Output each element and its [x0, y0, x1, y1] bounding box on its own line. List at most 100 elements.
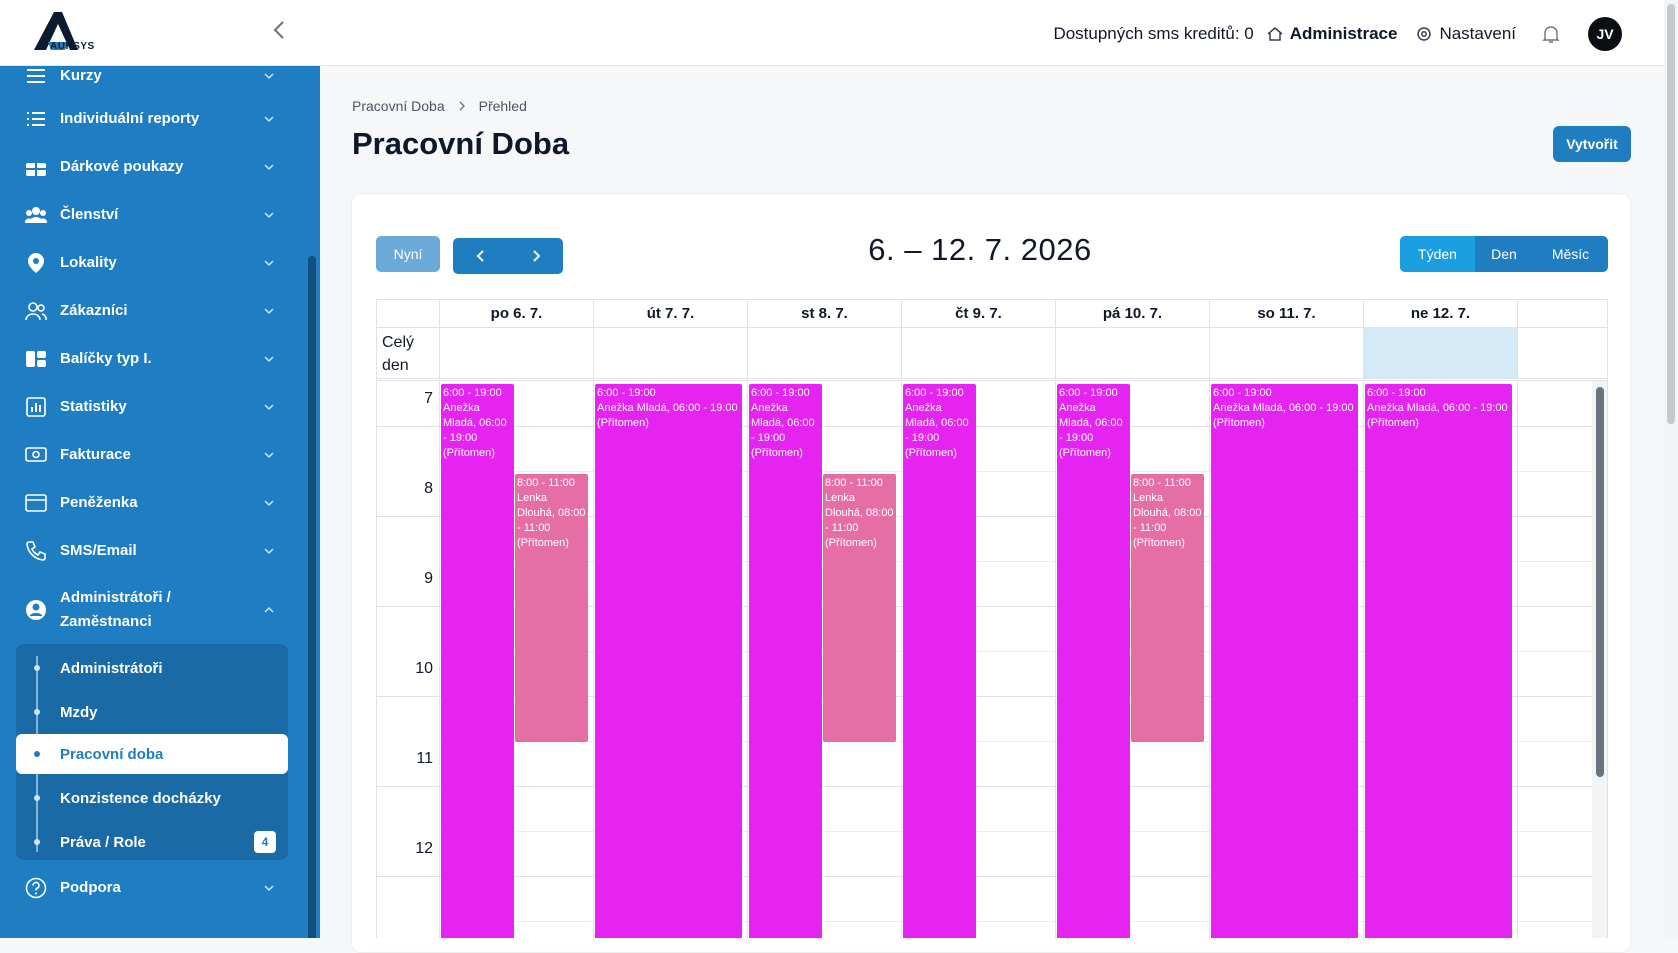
chevron-left-icon: [476, 250, 484, 262]
previous-week-button[interactable]: [453, 238, 508, 274]
chevron-down-icon: [264, 116, 274, 123]
sidebar-item-membership[interactable]: Členství: [0, 191, 300, 239]
sidebar-item-label: Zákazníci: [60, 302, 128, 319]
sidebar-item-sms-email[interactable]: SMS/Email: [0, 527, 300, 575]
all-day-cell[interactable]: [747, 328, 901, 378]
event-anezka[interactable]: 6:00 - 19:00 Anežka Mladá, 06:00 - 19:00…: [1057, 384, 1130, 938]
administrators-submenu: Administrátoři Mzdy Pracovní doba Konzis…: [16, 644, 288, 860]
chevron-down-icon: [264, 212, 274, 219]
sidebar-item-gift-vouchers[interactable]: Dárkové poukazy: [0, 143, 300, 191]
chart-icon: [24, 395, 48, 419]
event-lenka[interactable]: 8:00 - 11:00 Lenka Dlouhá, 08:00 - 11:00…: [515, 474, 588, 742]
sidebar-item-invoicing[interactable]: Fakturace: [0, 431, 300, 479]
event-anezka[interactable]: 6:00 - 19:00 Anežka Mladá, 06:00 - 19:00…: [595, 384, 742, 938]
event-anezka[interactable]: 6:00 - 19:00 Anežka Mladá, 06:00 - 19:00…: [749, 384, 822, 938]
day-header[interactable]: ne 12. 7.: [1363, 300, 1517, 328]
sidebar-item-label: Podpora: [60, 879, 121, 896]
sidebar-item-support[interactable]: Podpora: [0, 864, 300, 912]
chevron-down-icon: [264, 404, 274, 411]
breadcrumb: Pracovní Doba Přehled: [352, 98, 527, 114]
sidebar-item-label: Lokality: [60, 254, 117, 271]
sidebar-item-wallet[interactable]: Peněženka: [0, 479, 300, 527]
event-anezka[interactable]: 6:00 - 19:00 Anežka Mladá, 06:00 - 19:00…: [1211, 384, 1358, 938]
wallet-icon: [24, 491, 48, 515]
hour-label: 11: [416, 750, 433, 767]
package-icon: [24, 347, 48, 371]
settings-link[interactable]: Nastavení: [1415, 24, 1516, 44]
hour-label: 9: [424, 570, 433, 587]
sidebar-item-locations[interactable]: Lokality: [0, 239, 300, 287]
view-week-button[interactable]: Týden: [1400, 236, 1475, 272]
event-lenka[interactable]: 8:00 - 11:00 Lenka Dlouhá, 08:00 - 11:00…: [1131, 474, 1204, 742]
submenu-item-label: Konzistence docházky: [60, 789, 221, 807]
sidebar-item-customers[interactable]: Zákazníci: [0, 287, 300, 335]
sidebar-item-administrators[interactable]: Administrátoři / Zaměstnanci: [0, 580, 300, 640]
user-avatar[interactable]: JV: [1588, 17, 1622, 51]
submenu-item-administrators[interactable]: Administrátoři: [16, 648, 288, 688]
event-anezka[interactable]: 6:00 - 19:00 Anežka Mladá, 06:00 - 19:00…: [1365, 384, 1512, 938]
all-day-cell[interactable]: [439, 328, 593, 378]
sidebar-item-label: Statistiky: [60, 398, 127, 415]
page-title: Pracovní Doba: [352, 126, 570, 161]
event-anezka[interactable]: 6:00 - 19:00 Anežka Mladá, 06:00 - 19:00…: [903, 384, 976, 938]
view-month-button[interactable]: Měsíc: [1551, 246, 1590, 262]
customers-icon: [24, 299, 48, 323]
next-week-button[interactable]: [508, 238, 563, 274]
sidebar-item-label: Peněženka: [60, 494, 138, 511]
sidebar-scrollbar[interactable]: [308, 256, 316, 938]
users-icon: [24, 203, 48, 227]
create-button[interactable]: Vytvořit: [1553, 126, 1631, 162]
chevron-down-icon: [264, 500, 274, 507]
submenu-item-attendance-consistency[interactable]: Konzistence docházky: [16, 778, 288, 818]
day-header[interactable]: st 8. 7.: [747, 300, 901, 328]
event-lenka[interactable]: 8:00 - 11:00 Lenka Dlouhá, 08:00 - 11:00…: [823, 474, 896, 742]
sidebar-item-label: Dárkové poukazy: [60, 158, 184, 175]
chevron-down-icon: [264, 164, 274, 171]
administration-label: Administrace: [1289, 24, 1398, 43]
administration-link[interactable]: Administrace: [1266, 24, 1398, 44]
hour-label: 7: [424, 390, 433, 407]
sidebar: Kurzy Individuální reporty Dárkové pouka…: [0, 66, 320, 938]
all-day-cell-today[interactable]: [1363, 328, 1517, 378]
top-bar: AUKSYS Dostupných sms kreditů: 0 Adminis…: [0, 0, 1678, 66]
collapse-sidebar-button[interactable]: [272, 20, 296, 44]
submenu-item-roles[interactable]: Práva / Role 4: [16, 822, 288, 862]
day-header[interactable]: út 7. 7.: [593, 300, 747, 328]
today-button[interactable]: Nyní: [376, 236, 440, 272]
all-day-label: Celý den: [382, 334, 415, 374]
roles-count-badge: 4: [254, 831, 276, 853]
gear-icon: [1417, 27, 1432, 41]
page-scrollbar[interactable]: [1664, 0, 1678, 938]
auksys-logo[interactable]: AUKSYS: [34, 12, 104, 56]
phone-icon: [24, 539, 48, 563]
calendar-scrollbar[interactable]: [1592, 381, 1607, 938]
sidebar-item-kurzy[interactable]: Kurzy: [0, 66, 300, 100]
sidebar-item-label: Fakturace: [60, 446, 131, 463]
submenu-item-wages[interactable]: Mzdy: [16, 692, 288, 732]
day-header[interactable]: po 6. 7.: [439, 300, 593, 328]
breadcrumb-item: Přehled: [478, 98, 527, 114]
submenu-item-working-hours[interactable]: Pracovní doba: [16, 734, 288, 774]
all-day-cell[interactable]: [901, 328, 1055, 378]
chevron-right-icon: [459, 101, 465, 111]
hour-label: 8: [424, 480, 433, 497]
all-day-cell[interactable]: [593, 328, 747, 378]
all-day-cell[interactable]: [1209, 328, 1363, 378]
gift-icon: [24, 155, 48, 179]
sidebar-item-individual-reports[interactable]: Individuální reporty: [0, 95, 300, 143]
week-navigation: [453, 238, 563, 274]
bell-icon[interactable]: [1540, 23, 1562, 45]
sidebar-item-packages[interactable]: Balíčky typ I.: [0, 335, 300, 383]
day-header[interactable]: čt 9. 7.: [901, 300, 1055, 328]
event-anezka[interactable]: 6:00 - 19:00 Anežka Mladá, 06:00 - 19:00…: [441, 384, 514, 938]
chevron-down-icon: [264, 73, 274, 80]
day-header[interactable]: so 11. 7.: [1209, 300, 1363, 328]
all-day-cell[interactable]: [1055, 328, 1209, 378]
logo-text: AUKSYS: [50, 41, 95, 52]
hour-label: 10: [415, 660, 433, 677]
sidebar-item-statistics[interactable]: Statistiky: [0, 383, 300, 431]
view-day-button[interactable]: Den: [1491, 246, 1517, 262]
sms-credits: Dostupných sms kreditů: 0: [1053, 24, 1254, 43]
day-header[interactable]: pá 10. 7.: [1055, 300, 1209, 328]
breadcrumb-item[interactable]: Pracovní Doba: [352, 98, 445, 114]
